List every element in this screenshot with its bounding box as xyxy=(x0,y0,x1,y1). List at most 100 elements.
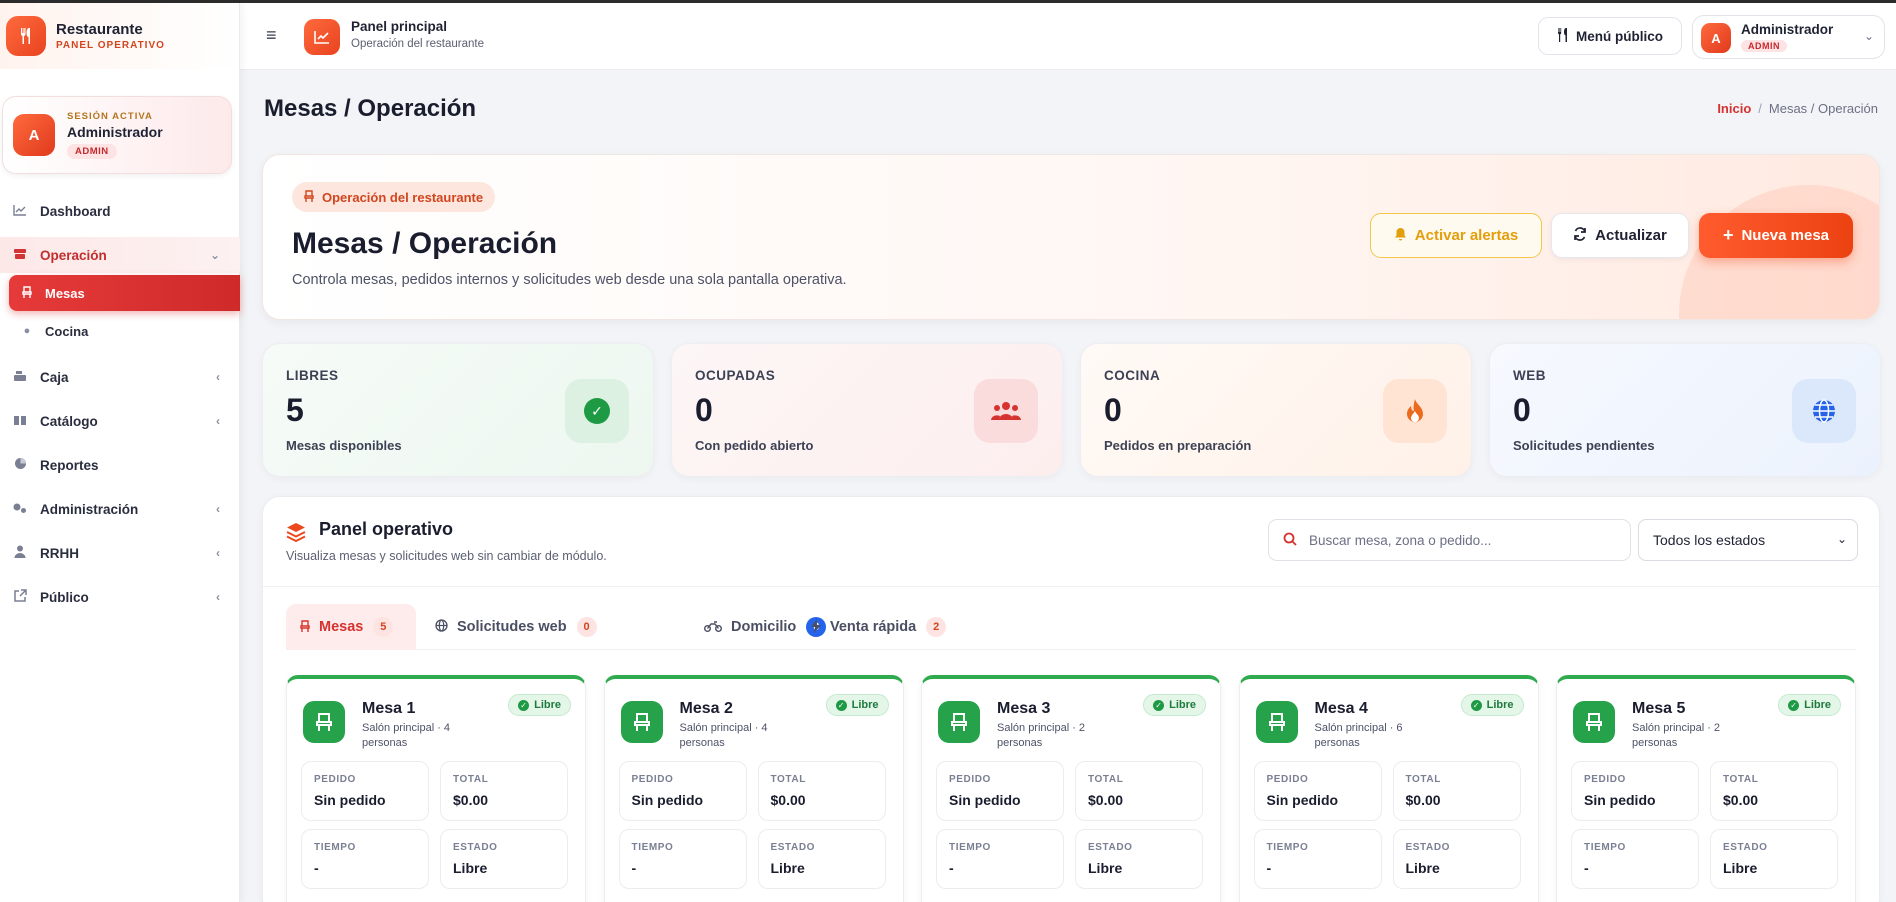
book-open-icon xyxy=(12,414,28,429)
sidebar-item-cocina[interactable]: ● Cocina xyxy=(9,313,240,349)
field-value: $0.00 xyxy=(1723,792,1759,808)
stat-value: 0 xyxy=(1104,392,1122,428)
sidebar-item-rrhh[interactable]: RRHH ‹ xyxy=(0,535,240,571)
sidebar-item-mesas[interactable]: Mesas xyxy=(9,275,240,311)
user-name: Administrador xyxy=(1741,22,1834,37)
status-badge: ✓ Libre xyxy=(1460,694,1524,716)
hamburger-icon[interactable]: ≡ xyxy=(266,25,277,45)
status-badge-label: Libre xyxy=(1486,699,1514,711)
field-value: $0.00 xyxy=(1405,792,1441,808)
brand[interactable]: Restaurante PANEL OPERATIVO xyxy=(0,3,239,69)
tab-count-badge: 2 xyxy=(926,617,947,637)
utensils-icon xyxy=(1557,27,1569,45)
table-field-tiempo: TIEMPO - xyxy=(1571,829,1699,889)
table-meta: Salón principal · 4 personas xyxy=(679,722,768,749)
status-badge: ✓ Libre xyxy=(825,694,889,716)
chart-line-icon xyxy=(12,204,28,219)
status-filter-select[interactable]: Todos los estados ⌄ xyxy=(1638,519,1858,561)
table-field-pedido: PEDIDO Sin pedido xyxy=(1571,761,1699,821)
sidebar-item-label: Administración xyxy=(40,501,139,517)
tab-mesas[interactable]: Mesas 5 xyxy=(286,604,416,650)
sidebar-item-label: RRHH xyxy=(40,545,79,561)
table-card[interactable]: Mesa 5 Salón principal · 2 personas ✓ Li… xyxy=(1556,675,1856,902)
check-circle-icon: ✓ xyxy=(1153,699,1165,711)
activate-alerts-button[interactable]: Activar alertas xyxy=(1370,213,1542,258)
table-field-estado: ESTADO Libre xyxy=(1392,829,1521,889)
field-label: PEDIDO xyxy=(631,774,674,785)
table-field-total: TOTAL $0.00 xyxy=(1392,761,1521,821)
public-menu-button[interactable]: Menú público xyxy=(1538,17,1682,55)
session-label: SESIÓN ACTIVA xyxy=(67,111,153,122)
field-value: Sin pedido xyxy=(1266,792,1339,808)
bell-icon xyxy=(1394,227,1407,245)
table-card[interactable]: Mesa 3 Salón principal · 2 personas ✓ Li… xyxy=(921,675,1221,902)
sidebar-item-catalogo[interactable]: Catálogo ‹ xyxy=(0,403,240,439)
session-user-name: Administrador xyxy=(67,124,163,140)
field-value: Sin pedido xyxy=(314,792,386,808)
sidebar-item-administracion[interactable]: Administración ‹ xyxy=(0,491,240,527)
stat-value: 0 xyxy=(695,392,713,428)
field-label: ESTADO xyxy=(453,842,498,853)
tab-venta-rapida[interactable]: Venta rápida 2 xyxy=(797,604,960,650)
utensils-icon xyxy=(6,16,46,56)
table-meta: Salón principal · 6 personas xyxy=(1314,722,1403,749)
field-value: - xyxy=(1584,860,1589,876)
stat-label: COCINA xyxy=(1104,368,1161,383)
table-field-estado: ESTADO Libre xyxy=(1710,829,1838,889)
table-field-tiempo: TIEMPO - xyxy=(1253,829,1382,889)
field-label: TIEMPO xyxy=(314,842,356,853)
chair-icon xyxy=(300,619,310,635)
field-label: PEDIDO xyxy=(314,774,356,785)
check-circle-icon: ✓ xyxy=(835,699,847,711)
tab-label: Solicitudes web xyxy=(457,619,567,635)
sidebar-item-publico[interactable]: Público ‹ xyxy=(0,579,240,615)
status-badge-label: Libre xyxy=(1169,699,1196,711)
sidebar: Restaurante PANEL OPERATIVO A SESIÓN ACT… xyxy=(0,3,240,902)
field-value: Libre xyxy=(1088,860,1123,876)
user-menu[interactable]: A Administrador ADMIN ⌄ xyxy=(1692,15,1885,59)
table-card[interactable]: Mesa 1 Salón principal · 4 personas ✓ Li… xyxy=(286,675,586,902)
window-top-border xyxy=(0,0,1896,3)
check-circle-icon: ✓ xyxy=(518,699,530,711)
stat-value: 5 xyxy=(286,392,304,428)
new-table-button[interactable]: + Nueva mesa xyxy=(1699,213,1853,258)
sidebar-item-label: Caja xyxy=(40,369,69,385)
table-name: Mesa 3 xyxy=(997,700,1051,717)
search-input[interactable] xyxy=(1309,532,1609,548)
cash-register-icon xyxy=(12,370,28,385)
table-field-tiempo: TIEMPO - xyxy=(936,829,1064,889)
field-value: Sin pedido xyxy=(949,792,1021,808)
sidebar-item-caja[interactable]: Caja ‹ xyxy=(0,359,240,395)
sidebar-item-reportes[interactable]: Reportes xyxy=(0,447,240,483)
field-value: Libre xyxy=(770,860,805,876)
breadcrumb-home-link[interactable]: Inicio xyxy=(1717,101,1752,116)
pie-chart-icon xyxy=(12,457,28,473)
sidebar-item-operacion[interactable]: Operación ⌄ xyxy=(0,237,240,273)
field-value: $0.00 xyxy=(770,792,806,808)
table-card[interactable]: Mesa 4 Salón principal · 6 personas ✓ Li… xyxy=(1238,675,1539,902)
breadcrumb-separator: / xyxy=(1758,101,1762,116)
field-label: TOTAL xyxy=(453,774,489,785)
motorcycle-icon xyxy=(704,620,722,635)
sidebar-item-dashboard[interactable]: Dashboard xyxy=(0,193,240,229)
field-label: ESTADO xyxy=(1723,842,1768,853)
breadcrumb: Inicio / Mesas / Operación xyxy=(1717,101,1878,116)
field-value: Sin pedido xyxy=(1584,792,1656,808)
tab-solicitudes-web[interactable]: Solicitudes web 0 xyxy=(421,604,611,650)
chevron-left-icon: ‹ xyxy=(216,590,220,604)
table-field-tiempo: TIEMPO - xyxy=(301,829,429,889)
field-label: TIEMPO xyxy=(1584,842,1626,853)
status-badge: ✓ Libre xyxy=(1143,694,1206,716)
search-box[interactable] xyxy=(1268,519,1631,561)
stat-label: WEB xyxy=(1513,368,1546,383)
role-badge: ADMIN xyxy=(1741,40,1787,52)
sidebar-item-label: Operación xyxy=(40,247,107,263)
bolt-icon xyxy=(811,618,821,636)
sidebar-item-label: Mesas xyxy=(45,285,85,301)
chair-icon xyxy=(303,701,345,743)
refresh-button[interactable]: Actualizar xyxy=(1551,213,1689,258)
chair-icon xyxy=(938,701,980,743)
sidebar-nav: Dashboard Operación ⌄ Mesas ● Cocina Caj… xyxy=(0,193,240,615)
table-card[interactable]: Mesa 2 Salón principal · 4 personas ✓ Li… xyxy=(603,675,904,902)
stat-label: OCUPADAS xyxy=(695,368,776,383)
